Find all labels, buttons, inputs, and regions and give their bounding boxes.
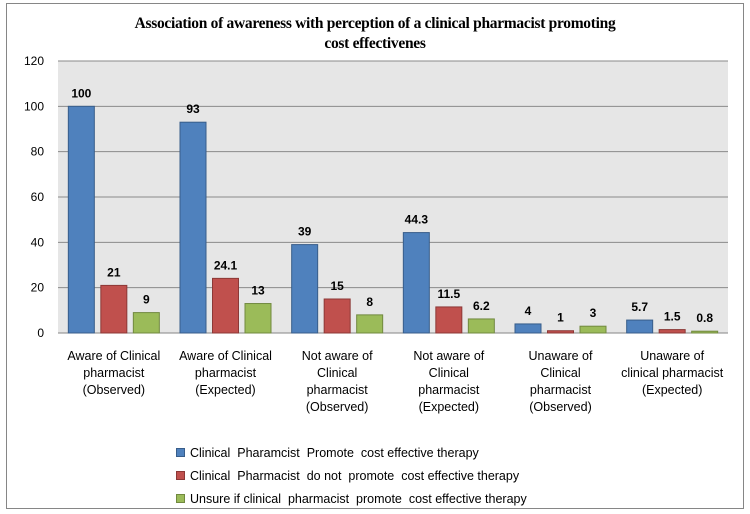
- x-tick-label: Not aware of: [413, 349, 484, 363]
- bar: [547, 330, 574, 334]
- y-tick-label: 120: [24, 54, 44, 68]
- bar: [100, 284, 128, 334]
- y-axis: 0 20 40 60 80 100 120: [24, 54, 44, 340]
- x-axis: Aware of Clinical pharmacist (Observed) Awa…: [67, 349, 723, 414]
- x-tick-label: pharmacist: [418, 383, 480, 397]
- legend-label: Clinical Pharmacist do not promote cost …: [190, 468, 520, 483]
- x-tick-label: Aware of Clinical: [179, 349, 272, 363]
- bar: [626, 319, 654, 334]
- data-label: 11.5: [437, 287, 460, 301]
- bar: [179, 121, 207, 334]
- bar: [402, 232, 430, 334]
- legend-item-unsure: Unsure if clinical pharmacist promote co…: [176, 487, 527, 510]
- bar: [579, 325, 607, 334]
- bar: [467, 318, 495, 334]
- x-tick-label: pharmacist: [530, 383, 592, 397]
- gridlines: [58, 60, 728, 334]
- legend-swatch-blue: [176, 448, 185, 457]
- bar: [323, 298, 351, 334]
- bar: [291, 244, 319, 334]
- data-label: 93: [186, 102, 200, 116]
- data-label: 9: [143, 293, 150, 307]
- data-label: 3: [590, 306, 597, 320]
- y-tick-label: 0: [37, 326, 44, 340]
- y-tick-label: 100: [24, 99, 44, 113]
- x-tick-label: Unaware of: [529, 349, 593, 363]
- x-tick-label: (Observed): [306, 400, 369, 414]
- data-label: 1: [557, 311, 564, 325]
- legend-swatch-red: [176, 471, 185, 480]
- legend: Clinical Pharamcist Promote cost effecti…: [176, 441, 527, 510]
- bar: [356, 314, 384, 334]
- bar: [691, 330, 719, 334]
- x-tick-label: (Expected): [195, 383, 255, 397]
- x-tick-label: Clinical: [540, 366, 580, 380]
- x-tick-label: (Expected): [419, 400, 479, 414]
- bar: [658, 329, 686, 334]
- x-tick-label: (Observed): [83, 383, 146, 397]
- data-label: 44.3: [405, 213, 429, 227]
- x-tick-label: (Expected): [642, 383, 702, 397]
- y-tick-label: 20: [31, 281, 45, 295]
- legend-item-promote: Clinical Pharamcist Promote cost effecti…: [176, 441, 527, 464]
- legend-label: Unsure if clinical pharmacist promote co…: [190, 491, 527, 506]
- legend-item-not-promote: Clinical Pharmacist do not promote cost …: [176, 464, 527, 487]
- y-tick-label: 80: [31, 145, 45, 159]
- data-label: 6.2: [473, 299, 490, 313]
- x-tick-label: pharmacist: [83, 366, 145, 380]
- legend-swatch-green: [176, 494, 185, 503]
- x-tick-label: Aware of Clinical: [67, 349, 160, 363]
- chart-title: Association of awareness with perception…: [0, 14, 750, 54]
- y-tick-label: 60: [31, 190, 45, 204]
- bar: [514, 323, 542, 334]
- chart-title-line-1: Association of awareness with perception…: [134, 15, 616, 32]
- x-tick-label: Clinical: [429, 366, 469, 380]
- x-tick-label: Not aware of: [302, 349, 373, 363]
- x-tick-label: (Observed): [529, 400, 592, 414]
- bar: [212, 277, 239, 334]
- data-label: 1.5: [664, 310, 681, 324]
- x-tick-label: Clinical: [317, 366, 357, 380]
- data-label: 39: [298, 225, 312, 239]
- bar: [244, 303, 272, 334]
- x-tick-label: Unaware of: [640, 349, 704, 363]
- bar: [67, 105, 95, 334]
- data-label: 21: [107, 265, 121, 279]
- chart-title-line-2: cost effectivenes: [324, 35, 426, 52]
- data-label: 13: [251, 284, 265, 298]
- bar: [435, 306, 463, 334]
- data-label: 5.7: [631, 300, 648, 314]
- bar: [132, 312, 160, 334]
- x-tick-label: pharmacist: [307, 383, 369, 397]
- data-label: 0.8: [696, 311, 713, 325]
- bars: [67, 105, 719, 334]
- data-label: 8: [366, 295, 373, 309]
- data-label: 4: [525, 304, 532, 318]
- legend-label: Clinical Pharamcist Promote cost effecti…: [190, 445, 479, 460]
- data-label: 100: [71, 86, 91, 100]
- y-tick-label: 40: [31, 235, 45, 249]
- data-label: 24.1: [214, 258, 238, 272]
- data-label: 15: [330, 279, 344, 293]
- x-tick-label: clinical pharmacist: [621, 366, 724, 380]
- x-tick-label: pharmacist: [195, 366, 257, 380]
